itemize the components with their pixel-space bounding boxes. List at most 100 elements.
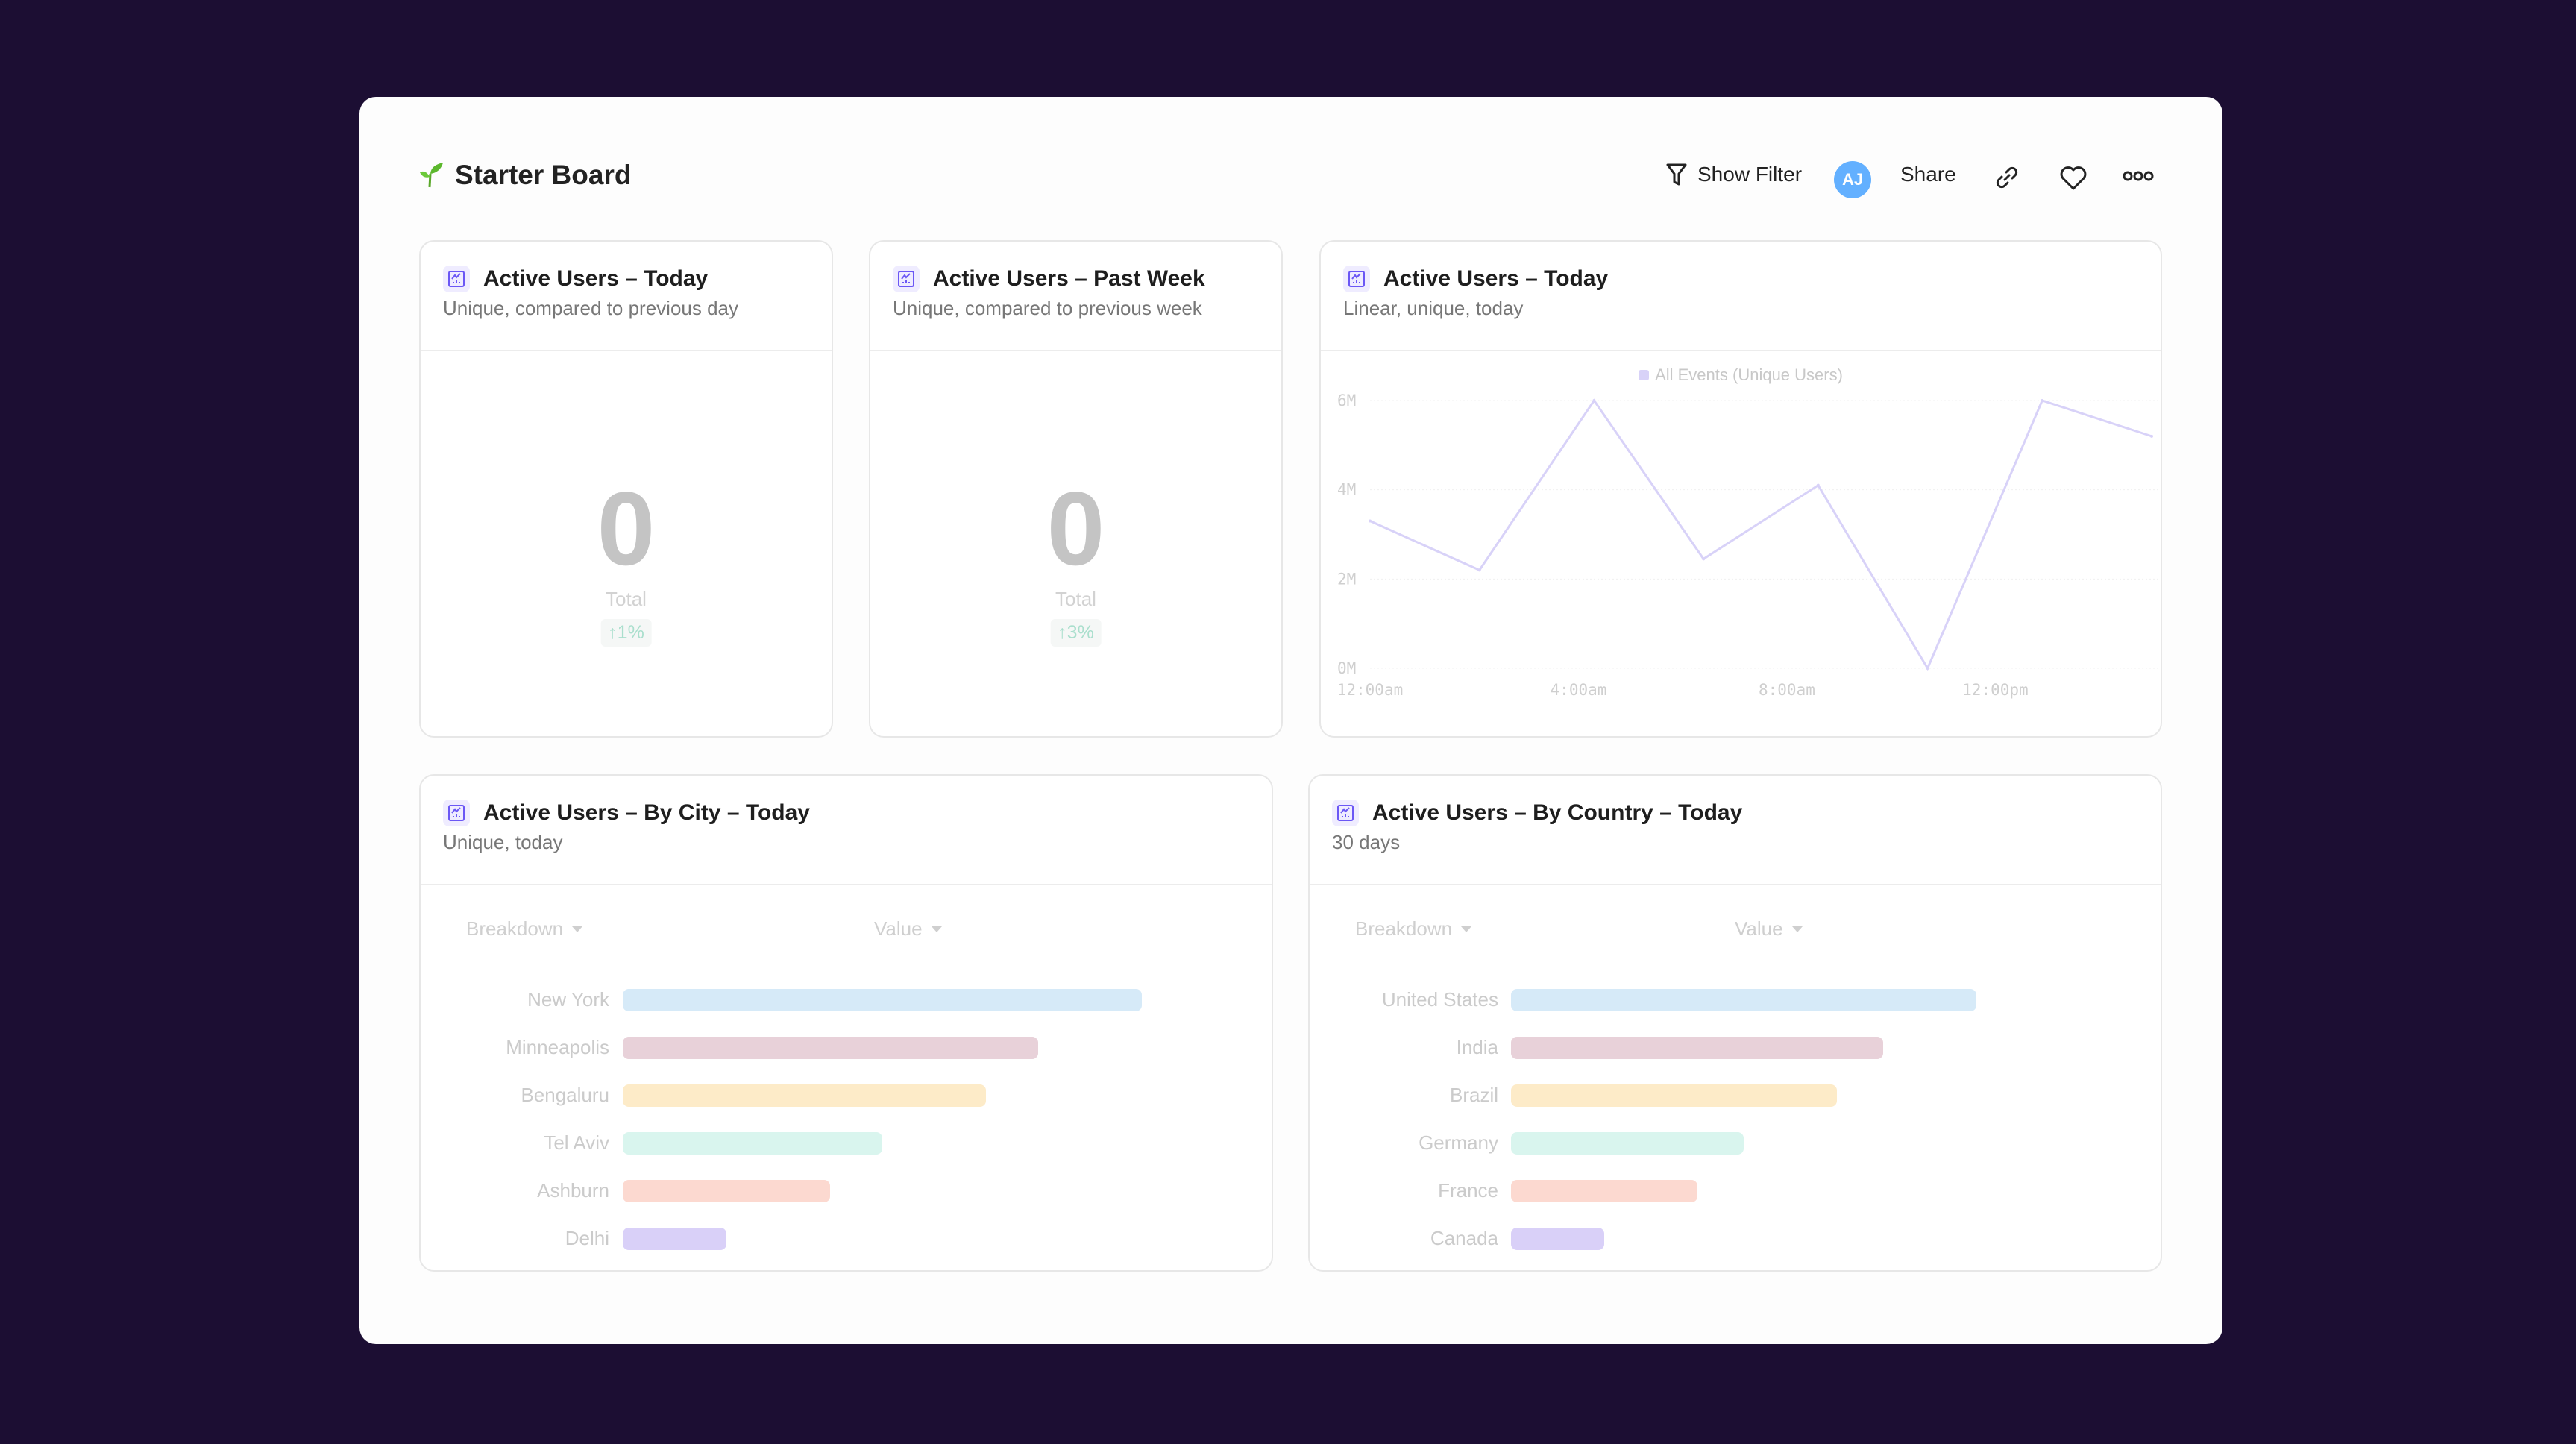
board-title: Starter Board [419,160,631,191]
bar-label: India [1456,1036,1498,1058]
caret-down-icon [1461,926,1472,932]
insights-chart-icon [893,266,920,292]
bar[interactable] [1511,989,1976,1011]
tile-title: Active Users – Today [483,266,709,291]
tile-header: Active Users – By Country – Today 30 day… [1310,776,2161,885]
share-button[interactable]: Share [1900,163,1956,186]
tile-subtitle: Unique, compared to previous day [443,297,739,319]
insights-chart-icon [443,266,470,292]
metric-label: Total [606,588,647,610]
copy-link-button[interactable] [1995,166,2019,189]
series-line [1369,398,2152,671]
bar-label: Brazil [1449,1084,1498,1106]
data-point[interactable] [1592,399,1596,402]
metric-value: 0 [1046,470,1105,587]
board-title-text: Starter Board [455,160,632,190]
tile-subtitle: 30 days [1332,831,1401,853]
metric-label: Total [1055,588,1096,610]
caret-down-icon [931,926,942,932]
bar-label: New York [527,988,609,1011]
x-tick-label: 12:00am [1337,681,1404,699]
tile-header: Active Users – Today Linear, unique, tod… [1321,242,2161,351]
tile-active-users-by-country[interactable]: Active Users – By Country – Today 30 day… [1308,774,2162,1272]
sprout-icon [420,163,443,188]
legend-swatch [1639,370,1650,380]
tile-header: Active Users – By City – Today Unique, t… [421,776,1272,885]
bar-label: Delhi [565,1227,609,1249]
heart-icon [2060,166,2087,190]
caret-down-icon [1791,926,1803,932]
legend-label: All Events (Unique Users) [1655,365,1843,384]
favorite-button[interactable] [2059,166,2087,191]
breakdown-column-header[interactable]: Breakdown [1355,917,1472,941]
change-badge: ↑1% [600,619,652,647]
tile-active-users-today-line[interactable]: Active Users – Today Linear, unique, tod… [1319,240,2162,738]
x-tick-label: 8:00am [1759,681,1815,699]
more-icon [2123,171,2154,181]
breakdown-label: Breakdown [466,917,564,940]
tile-subtitle: Linear, unique, today [1343,297,1524,319]
tile-subtitle: Unique, compared to previous week [893,297,1202,319]
y-tick-label: 6M [1337,392,1356,409]
data-point[interactable] [2150,434,2153,438]
insights-chart-icon [1332,800,1359,826]
chart-legend[interactable]: All Events (Unique Users) [1321,365,2161,385]
data-point[interactable] [1926,667,1929,670]
bar[interactable] [1511,1037,1884,1059]
bar[interactable] [623,1084,987,1107]
bar-label: France [1438,1179,1498,1202]
tile-title: Active Users – By City – Today [483,800,810,825]
insights-chart-icon [1343,266,1370,292]
bar-label: Ashburn [537,1179,609,1202]
insights-chart-icon [443,800,470,826]
tile-active-users-past-week[interactable]: Active Users – Past Week Unique, compare… [869,240,1283,738]
tile-title: Active Users – Today [1383,266,1609,291]
tile-active-users-by-city[interactable]: Active Users – By City – Today Unique, t… [419,774,1273,1272]
value-column-header[interactable]: Value [1735,917,1803,941]
y-tick-label: 0M [1337,659,1356,677]
data-point[interactable] [1369,519,1372,523]
bar-label: Minneapolis [506,1036,609,1058]
bar[interactable] [623,1037,1038,1059]
tile-title: Active Users – By Country – Today [1372,800,1743,825]
value-column-header[interactable]: Value [874,917,942,941]
breakdown-column-header[interactable]: Breakdown [466,917,583,941]
bar-label: United States [1381,988,1498,1011]
tile-subtitle: Unique, today [443,831,563,853]
x-tick-label: 12:00pm [1962,681,2029,699]
tile-title: Active Users – Past Week [933,266,1205,291]
breakdown-label: Breakdown [1355,917,1453,940]
value-label: Value [874,917,923,940]
bar[interactable] [623,1132,882,1155]
data-point[interactable] [1477,568,1481,572]
data-point[interactable] [1702,557,1706,561]
y-tick-label: 2M [1337,570,1356,588]
bar[interactable] [1511,1132,1744,1155]
change-badge: ↑3% [1050,619,1102,647]
tile-active-users-today[interactable]: Active Users – Today Unique, compared to… [419,240,833,738]
bar[interactable] [1511,1228,1604,1250]
value-label: Value [1735,917,1783,940]
metric-value: 0 [597,470,656,587]
bar[interactable] [623,989,1142,1011]
bar-label: Tel Aviv [544,1131,609,1154]
caret-down-icon [572,926,583,932]
x-tick-label: 4:00am [1551,681,1607,699]
more-options-button[interactable] [2123,170,2154,182]
bar-label: Germany [1419,1131,1498,1154]
line-chart: 0M 2M 4M 6M 12:00am 4:00am 8:00am 12:00pm [1337,392,2159,699]
bar-label: Canada [1430,1227,1498,1249]
avatar[interactable]: AJ [1834,161,1871,198]
show-filter-label: Show Filter [1697,163,1803,186]
bar[interactable] [1511,1180,1697,1202]
bar[interactable] [623,1228,727,1250]
filter-icon [1666,163,1687,186]
data-point[interactable] [2041,399,2044,402]
bar[interactable] [623,1180,831,1202]
show-filter-button[interactable]: Show Filter [1666,163,1802,186]
link-icon [1996,166,2018,189]
data-point[interactable] [1816,483,1820,487]
tile-header: Active Users – Past Week Unique, compare… [870,242,1281,351]
bar[interactable] [1511,1084,1837,1107]
tile-header: Active Users – Today Unique, compared to… [421,242,832,351]
